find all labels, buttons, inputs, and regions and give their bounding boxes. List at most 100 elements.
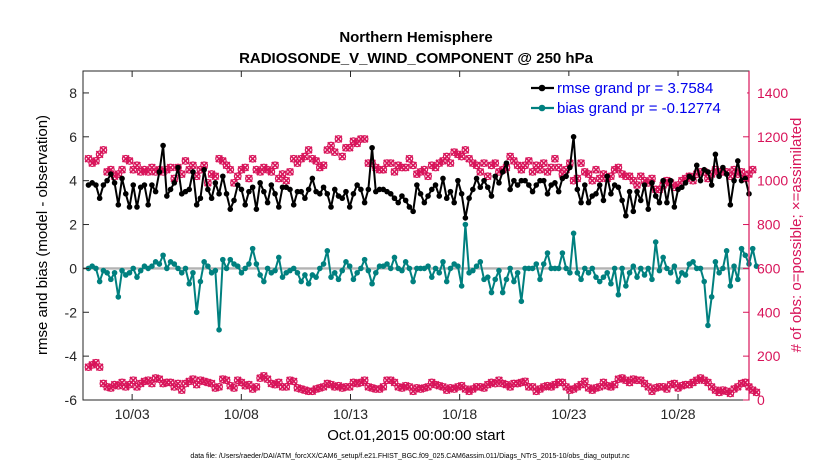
obs-assimilated-point — [304, 146, 313, 154]
obs-cross-stroke — [103, 168, 111, 176]
obs-cross-stroke — [741, 378, 750, 387]
bias-point — [484, 274, 491, 280]
bias-point — [223, 265, 230, 272]
obs-cross-stroke — [289, 377, 298, 386]
obs-cross-stroke — [547, 382, 556, 391]
obs-cross-stroke — [401, 163, 410, 172]
obs-cross-stroke — [510, 157, 518, 165]
rmse-point — [257, 180, 263, 186]
obs-cross-stroke — [263, 165, 272, 174]
bias-point — [641, 272, 648, 278]
rmse-point — [197, 195, 204, 202]
obs-cross-stroke — [569, 385, 578, 393]
obs-assimilated-point — [685, 380, 694, 389]
obs-possible-point — [405, 154, 414, 163]
bias-point — [473, 263, 480, 270]
obs-assimilated-point — [177, 386, 186, 394]
rmse-point — [443, 195, 450, 202]
obs-cross-stroke — [133, 161, 141, 170]
obs-assimilated-point — [752, 388, 761, 397]
bias-point — [238, 269, 245, 276]
obs-assimilated-point — [435, 159, 444, 167]
obs-cross-stroke — [233, 172, 242, 181]
obs-possible-point — [446, 159, 455, 168]
obs-cross-stroke — [315, 163, 324, 172]
obs-assimilated-point — [502, 380, 511, 389]
bias-point — [537, 276, 543, 283]
rmse-point — [447, 188, 454, 195]
bias-point — [634, 274, 640, 280]
obs-cross-stroke — [286, 168, 294, 176]
obs-assimilated-point — [215, 154, 223, 163]
obs-possible-point — [267, 167, 276, 176]
rmse-point — [234, 182, 241, 188]
obs-possible-point — [379, 382, 388, 391]
obs-cross-stroke — [618, 374, 626, 382]
rmse-point — [511, 177, 517, 184]
rmse-point — [305, 186, 312, 193]
bias-point — [190, 269, 196, 276]
obs-cross-stroke — [334, 135, 343, 143]
obs-assimilated-point — [226, 165, 235, 174]
obs-possible-point — [166, 163, 175, 172]
obs-cross-stroke — [375, 385, 384, 393]
rmse-point — [428, 186, 435, 193]
obs-assimilated-point — [248, 385, 257, 393]
obs-cross-stroke — [532, 387, 541, 396]
left-tick-label: -6 — [65, 392, 78, 408]
bias-point — [305, 280, 312, 287]
obs-cross-stroke — [308, 154, 317, 163]
bias-point — [440, 259, 446, 265]
obs-possible-point — [233, 172, 242, 181]
obs-cross-stroke — [457, 152, 466, 161]
rmse-point — [130, 182, 137, 188]
obs-assimilated-point — [282, 382, 291, 391]
bias-point — [660, 254, 666, 261]
obs-assimilated-point — [659, 382, 668, 391]
obs-cross-stroke — [412, 170, 421, 178]
obs-assimilated-point — [454, 150, 462, 159]
rmse-point — [720, 164, 726, 171]
obs-assimilated-point — [271, 161, 279, 170]
rmse-point — [417, 191, 424, 197]
rmse-point — [608, 191, 614, 197]
obs-possible-point — [614, 163, 623, 172]
obs-assimilated-point — [181, 157, 190, 165]
obs-cross-stroke — [189, 161, 197, 170]
bias-point — [544, 250, 551, 256]
obs-cross-stroke — [211, 172, 220, 181]
left-tick-label: -2 — [65, 304, 78, 320]
x-tick-label: 10/28 — [661, 406, 696, 422]
obs-assimilated-point — [92, 157, 100, 165]
bias-point — [320, 261, 327, 267]
chart-subtitle: RADIOSONDE_V_WIND_COMPONENT @ 250 hPa — [239, 50, 594, 67]
obs-assimilated-point — [256, 374, 264, 382]
obs-cross-stroke — [174, 379, 182, 388]
rmse-point — [503, 160, 510, 166]
obs-cross-stroke — [297, 154, 306, 163]
obs-cross-stroke — [248, 154, 257, 163]
obs-assimilated-point — [491, 159, 500, 167]
obs-cross-stroke — [259, 163, 268, 172]
obs-assimilated-point — [286, 168, 294, 176]
bias-point — [720, 265, 726, 272]
chart-title: Northern Hemisphere — [339, 29, 492, 46]
obs-assimilated-point — [267, 168, 276, 176]
obs-cross-stroke — [84, 363, 93, 371]
obs-cross-stroke — [360, 135, 369, 143]
obs-cross-stroke — [558, 378, 567, 387]
rmse-point — [507, 186, 513, 193]
bias-point — [581, 265, 588, 272]
rmse-point — [350, 191, 357, 197]
obs-cross-stroke — [386, 376, 395, 385]
obs-possible-point — [304, 146, 313, 154]
obs-cross-stroke — [282, 176, 291, 185]
obs-possible-point — [189, 375, 197, 384]
obs-possible-point — [338, 152, 347, 161]
rmse-point — [216, 191, 222, 197]
plot-frame — [82, 70, 750, 401]
obs-cross-stroke — [390, 168, 399, 176]
rmse-point — [331, 186, 338, 193]
obs-cross-stroke — [144, 376, 153, 385]
obs-cross-stroke — [267, 379, 276, 388]
